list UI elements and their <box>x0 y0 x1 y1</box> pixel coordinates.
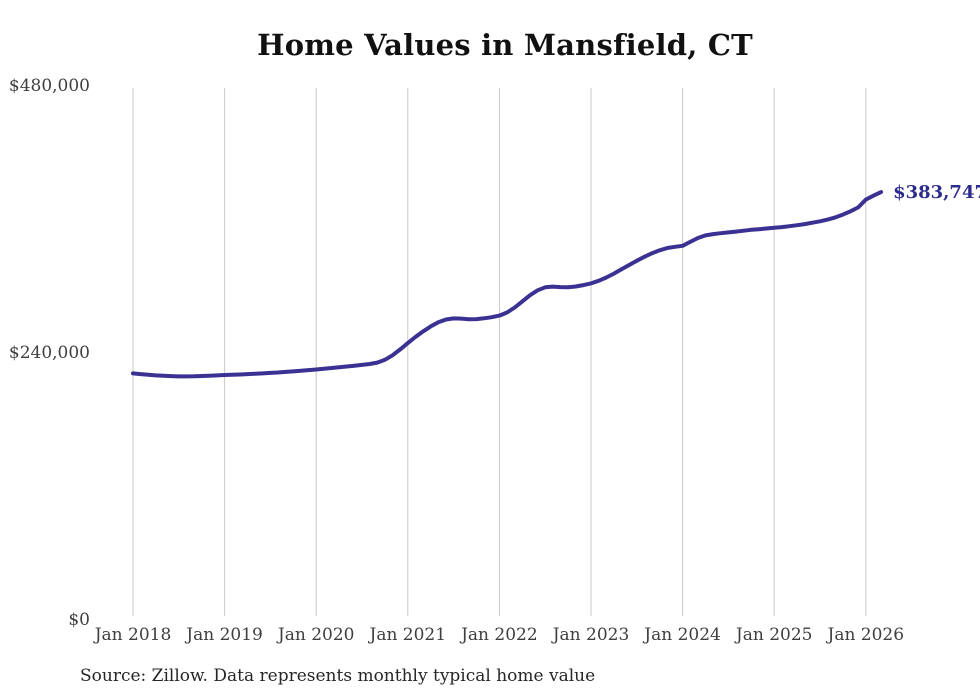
latest-value-label: $383,747 <box>893 182 980 203</box>
y-axis-labels-group: $0 $240,000 $480,000 <box>9 76 90 630</box>
x-axis-labels-group: Jan 2018 Jan 2019 Jan 2020 Jan 2021 Jan 2022… <box>93 625 904 645</box>
y-tick-label: $480,000 <box>9 76 90 96</box>
x-tick-label: Jan 2020 <box>276 625 355 645</box>
x-tick-label: Jan 2026 <box>826 625 905 645</box>
y-tick-label: $240,000 <box>9 343 90 363</box>
x-tick-label: Jan 2018 <box>93 625 172 645</box>
gridlines-group <box>132 88 867 616</box>
x-tick-label: Jan 2025 <box>734 625 813 645</box>
x-tick-label: Jan 2023 <box>551 625 630 645</box>
source-note: Source: Zillow. Data represents monthly … <box>80 666 596 686</box>
y-tick-label: $0 <box>68 610 90 630</box>
x-tick-label: Jan 2019 <box>184 625 263 645</box>
home-value-line <box>131 190 884 379</box>
chart-title: Home Values in Mansfield, CT <box>257 28 753 62</box>
series-group: $383,747 <box>131 182 980 379</box>
x-tick-label: Jan 2022 <box>459 625 538 645</box>
x-tick-label: Jan 2021 <box>368 625 447 645</box>
x-tick-label: Jan 2024 <box>642 625 721 645</box>
